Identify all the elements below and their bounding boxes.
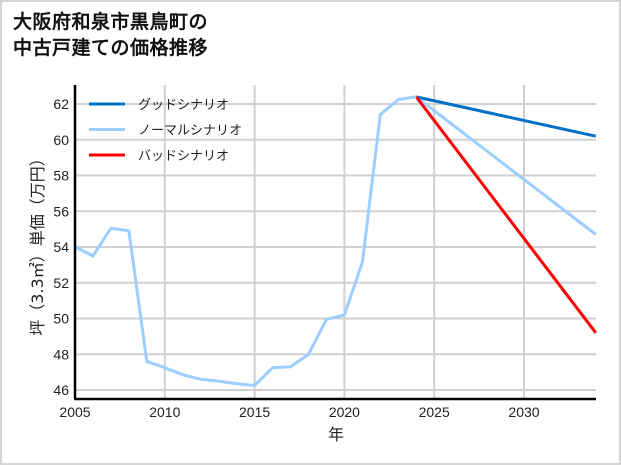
chart-title-line2: 中古戸建ての価格推移 (13, 37, 209, 59)
y-tick-label: 56 (53, 203, 69, 219)
x-axis-label: 年 (328, 425, 344, 444)
tick-labels: 46 48 50 52 54 56 58 60 62 2005 2010 2015 2020 2025 20… (53, 96, 539, 420)
chart-title-line1: 大阪府和泉市黒鳥町の (13, 11, 209, 33)
y-tick-label: 62 (53, 96, 69, 112)
y-tick-label: 60 (53, 132, 69, 148)
series-line (415, 95, 597, 138)
legend-label: グッドシナリオ (138, 98, 229, 113)
chart-title: 大阪府和泉市黒鳥町の 中古戸建ての価格推移 (13, 9, 208, 61)
y-tick-label: 50 (53, 311, 69, 327)
legend-label: ノーマルシナリオ (138, 124, 242, 139)
y-tick-label: 52 (53, 275, 69, 291)
x-tick-label: 2020 (329, 404, 360, 420)
series-line (415, 95, 597, 236)
y-tick-label: 54 (53, 239, 69, 255)
axes (73, 85, 596, 401)
x-tick-label: 2025 (419, 404, 450, 420)
series-line (415, 95, 597, 334)
x-tick-label: 2015 (239, 404, 270, 420)
x-tick-label: 2010 (149, 404, 180, 420)
data-lines (74, 95, 597, 388)
y-axis-label: 坪（3.3㎡）単価（万円） (28, 150, 47, 335)
y-tick-label: 46 (53, 382, 69, 398)
series-line (74, 95, 417, 388)
x-tick-label: 2030 (508, 404, 539, 420)
legend-label: バッドシナリオ (138, 149, 229, 164)
x-tick-label: 2005 (59, 404, 90, 420)
y-tick-label: 58 (53, 168, 69, 184)
y-tick-label: 48 (53, 346, 69, 362)
